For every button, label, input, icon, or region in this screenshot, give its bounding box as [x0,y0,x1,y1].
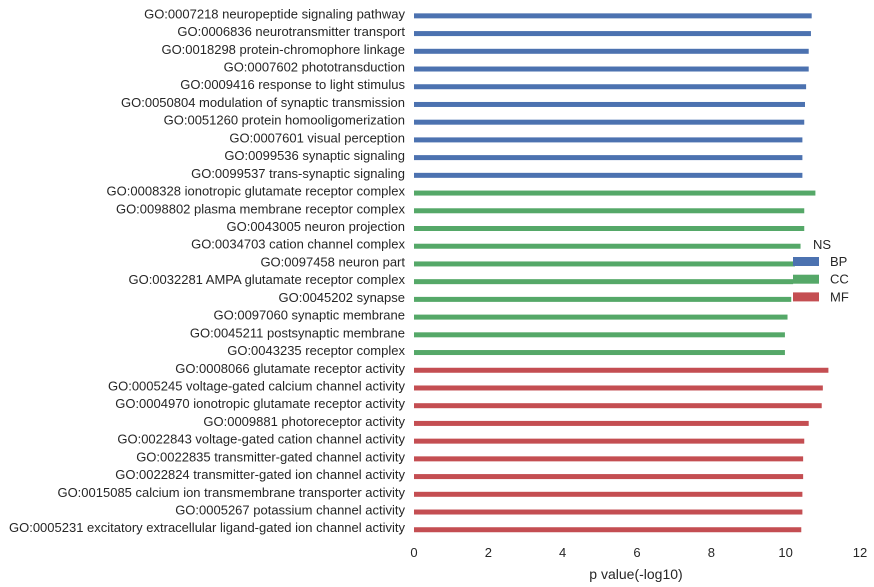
x-tick-label: 12 [853,545,867,560]
legend-label: BP [830,254,847,269]
bar [414,527,802,533]
bar [414,296,792,302]
x-axis: 0 2 4 6 8 10 12 [410,545,867,560]
category-labels: GO:0007218 neuropeptide signaling pathwa… [9,6,406,535]
category-label: GO:0022824 transmitter-gated ion channel… [115,467,405,482]
category-label: GO:0043235 receptor complex [227,343,405,358]
category-label: GO:0009416 response to light stimulus [180,77,405,92]
bar [414,279,794,285]
category-label: GO:0004970 ionotropic glutamate receptor… [115,396,405,411]
bar [414,13,812,19]
bar [414,137,803,143]
category-label: GO:0043005 neuron projection [226,219,405,234]
category-label: GO:0006836 neurotransmitter transport [177,24,405,39]
category-label: GO:0008066 glutamate receptor activity [175,361,405,376]
bar [414,474,804,480]
category-label: GO:0005231 excitatory extracellular liga… [9,520,406,535]
category-label: GO:0022843 voltage-gated cation channel … [117,432,405,447]
bar [414,261,795,267]
bar [414,509,803,515]
bar [414,84,807,90]
bar [414,155,803,161]
legend-swatch [793,257,819,266]
bars-layer [414,13,829,533]
legend-swatch [793,292,819,302]
category-label: GO:0097458 neuron part [260,254,405,269]
legend: NS BP CC MF [793,237,849,304]
bar [414,456,804,462]
bar [414,226,805,231]
bar [414,367,829,373]
category-label: GO:0045202 synapse [279,290,405,305]
category-label: GO:0050804 modulation of synaptic transm… [121,95,405,110]
bar [414,420,809,426]
category-label: GO:0099537 trans-synaptic signaling [191,166,405,181]
category-label: GO:0007218 neuropeptide signaling pathwa… [144,6,405,21]
legend-title: NS [813,237,831,252]
bar [414,48,809,54]
bar [414,190,816,196]
category-label: GO:0008328 ionotropic glutamate receptor… [107,184,406,199]
category-label: GO:0045211 postsynaptic membrane [190,325,405,340]
category-label: GO:0005267 potassium channel activity [175,503,405,518]
bar [414,385,823,391]
bar [414,172,803,178]
category-label: GO:0018298 protein-chromophore linkage [161,42,405,57]
x-tick-label: 6 [633,545,640,560]
bar [414,119,805,125]
bar [414,438,805,444]
category-label: GO:0007602 phototransduction [224,60,405,75]
category-label: GO:0034703 cation channel complex [191,237,405,252]
category-label: GO:0007601 visual perception [229,130,405,145]
category-label: GO:0009881 photoreceptor activity [203,414,405,429]
bar [414,314,788,320]
category-label: GO:0015085 calcium ion transmembrane tra… [57,485,405,500]
x-tick-label: 0 [410,545,417,560]
x-tick-label: 4 [559,545,566,560]
x-tick-label: 10 [778,545,792,560]
bar [414,403,822,409]
legend-label: MF [830,289,849,304]
category-label: GO:0098802 plasma membrane receptor comp… [116,201,406,216]
bar [414,101,805,107]
x-tick-label: 8 [708,545,715,560]
bar [414,332,785,338]
category-label: GO:0005245 voltage-gated calcium channel… [108,378,406,393]
category-label: GO:0097060 synaptic membrane [214,308,406,323]
bar [414,208,805,214]
category-label: GO:0099536 synaptic signaling [224,148,405,163]
legend-label: CC [830,272,849,287]
x-tick-label: 2 [485,545,492,560]
bar [414,243,801,249]
bar [414,491,803,497]
bar [414,350,785,356]
category-label: GO:0022835 transmitter-gated channel act… [136,449,405,464]
category-label: GO:0032281 AMPA glutamate receptor compl… [128,272,405,287]
legend-swatch [793,274,819,284]
x-axis-title: p value(-log10) [589,566,682,582]
bar [414,66,809,72]
category-label: GO:0051260 protein homooligomerization [164,113,405,128]
bar [414,31,811,37]
